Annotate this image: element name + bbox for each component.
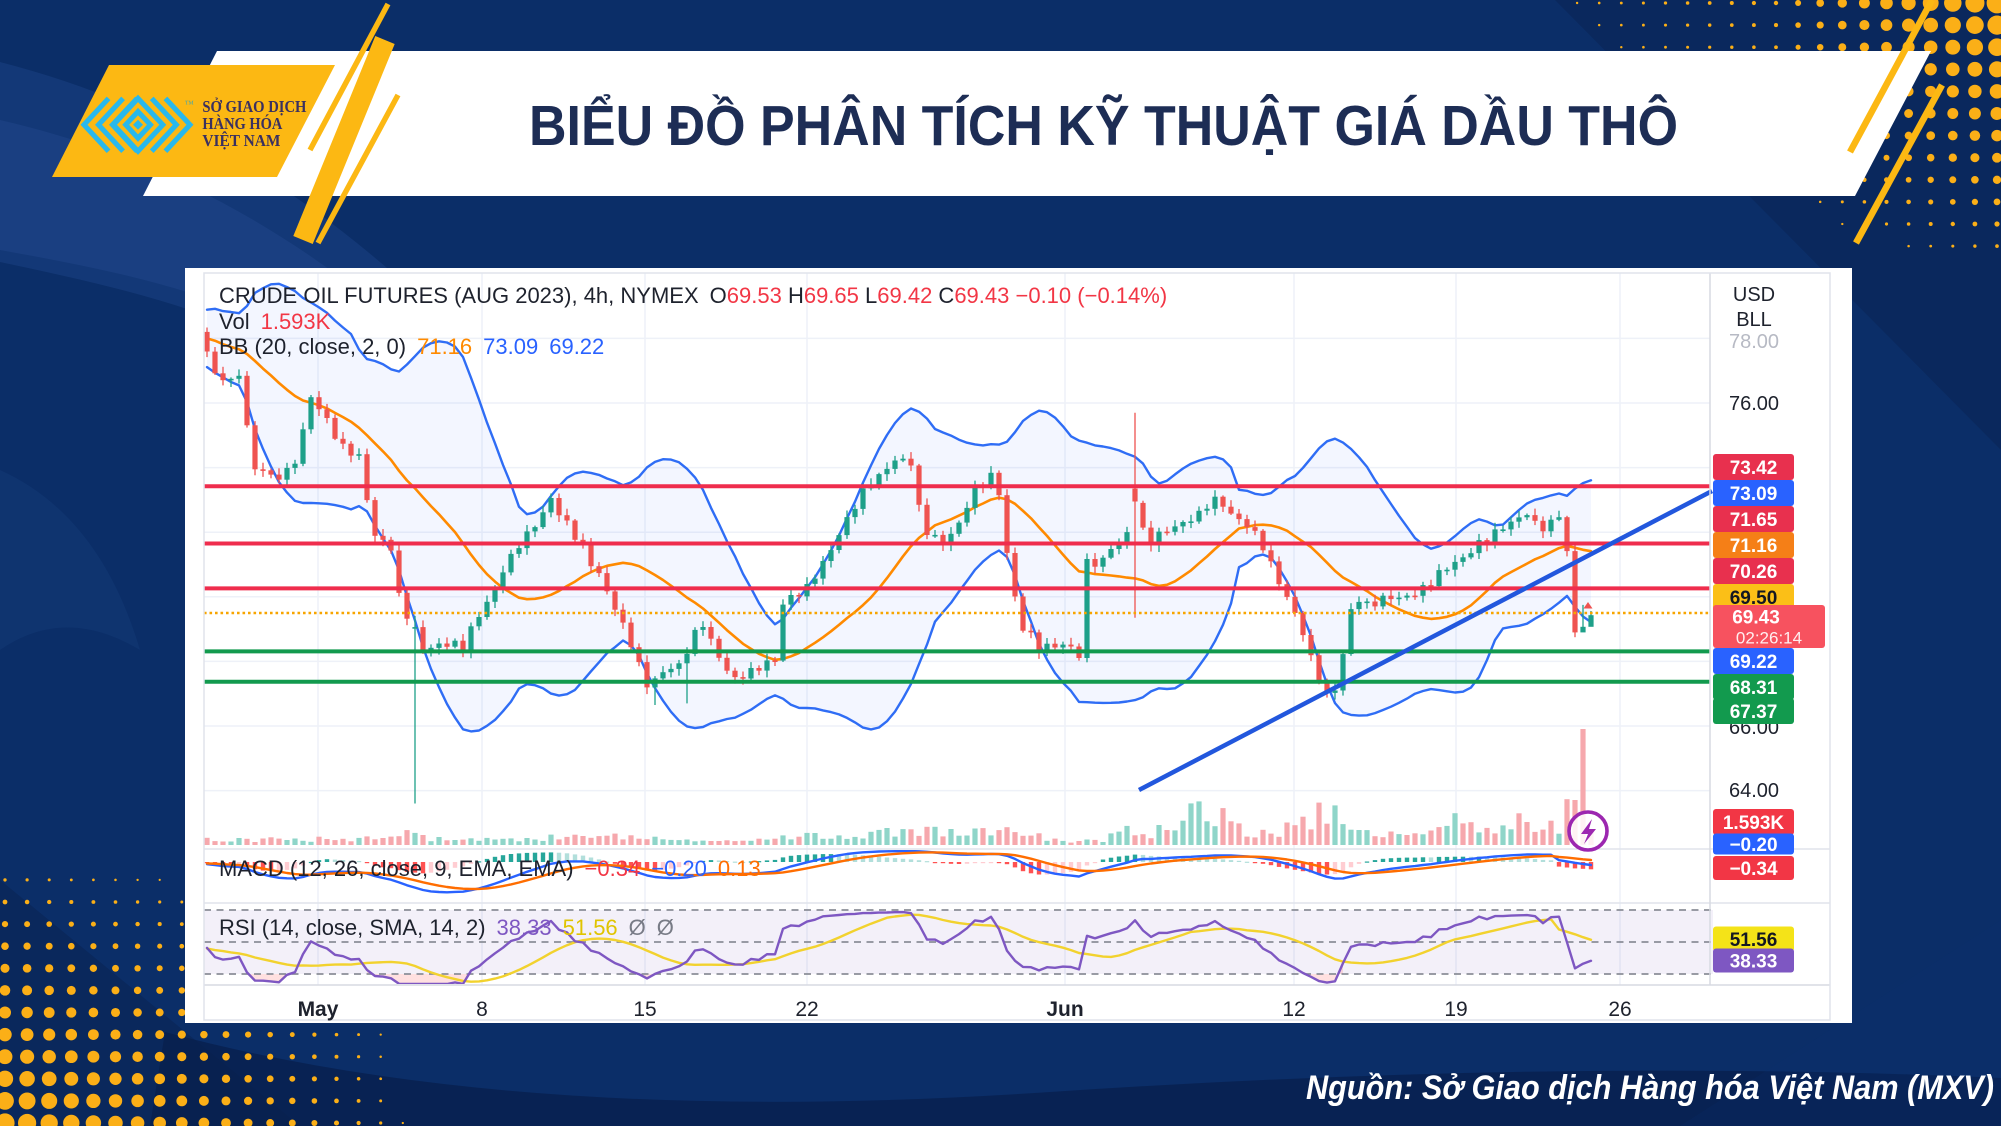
- svg-text:HÀNG HÓA: HÀNG HÓA: [202, 114, 282, 133]
- svg-text:−0.34: −0.34: [1729, 859, 1778, 880]
- svg-text:68.31: 68.31: [1730, 678, 1778, 699]
- svg-text:22: 22: [795, 998, 818, 1021]
- svg-text:RSI (14, close, SMA, 14, 2) 38: RSI (14, close, SMA, 14, 2) 38.33 51.56 …: [219, 915, 674, 940]
- svg-text:−0.20: −0.20: [1729, 835, 1777, 856]
- svg-text:64.00: 64.00: [1729, 780, 1779, 802]
- svg-text:26: 26: [1608, 998, 1631, 1021]
- svg-text:8: 8: [476, 998, 488, 1021]
- svg-text:71.16: 71.16: [1730, 536, 1778, 557]
- svg-text:Jun: Jun: [1046, 998, 1083, 1021]
- svg-text:CRUDE OIL FUTURES (AUG 2023),: CRUDE OIL FUTURES (AUG 2023), 4h, NYMEX …: [219, 283, 1167, 308]
- svg-text:02:26:14: 02:26:14: [1736, 629, 1802, 648]
- svg-text:Vol 1.593K: Vol 1.593K: [219, 309, 331, 334]
- svg-text:70.26: 70.26: [1730, 562, 1778, 583]
- svg-text:12: 12: [1282, 998, 1305, 1021]
- svg-text:VIỆT NAM: VIỆT NAM: [202, 131, 280, 150]
- svg-text:67.37: 67.37: [1730, 702, 1778, 723]
- svg-text:38.33: 38.33: [1730, 952, 1778, 973]
- svg-text:BIỂU ĐỒ PHÂN TÍCH KỸ THUẬT GIÁ: BIỂU ĐỒ PHÂN TÍCH KỸ THUẬT GIÁ DẦU THÔ: [529, 93, 1678, 158]
- svg-text:71.65: 71.65: [1730, 510, 1778, 531]
- svg-text:69.43: 69.43: [1732, 608, 1780, 629]
- svg-text:73.42: 73.42: [1730, 458, 1778, 479]
- svg-text:BB (20, close, 2, 0) 71.16 73.: BB (20, close, 2, 0) 71.16 73.09 69.22: [219, 334, 604, 359]
- svg-text:USD: USD: [1733, 284, 1775, 306]
- svg-text:BLL: BLL: [1736, 309, 1772, 331]
- svg-text:MACD (12, 26, close, 9, EMA, E: MACD (12, 26, close, 9, EMA, EMA) −0.34 …: [219, 856, 761, 881]
- svg-text:73.09: 73.09: [1730, 484, 1778, 505]
- svg-text:69.50: 69.50: [1730, 588, 1778, 609]
- svg-text:51.56: 51.56: [1730, 930, 1778, 951]
- svg-text:15: 15: [633, 998, 656, 1021]
- svg-text:May: May: [298, 998, 339, 1021]
- svg-text:78.00: 78.00: [1729, 331, 1779, 353]
- svg-text:76.00: 76.00: [1729, 393, 1779, 415]
- svg-text:™: ™: [185, 100, 195, 110]
- svg-text:Nguồn: Sở Giao dịch Hàng hóa V: Nguồn: Sở Giao dịch Hàng hóa Việt Nam (M…: [1306, 1069, 1994, 1107]
- svg-text:19: 19: [1444, 998, 1467, 1021]
- svg-text:SỞ GIAO DỊCH: SỞ GIAO DỊCH: [202, 97, 306, 116]
- svg-text:1.593K: 1.593K: [1723, 813, 1785, 834]
- svg-text:69.22: 69.22: [1730, 652, 1778, 673]
